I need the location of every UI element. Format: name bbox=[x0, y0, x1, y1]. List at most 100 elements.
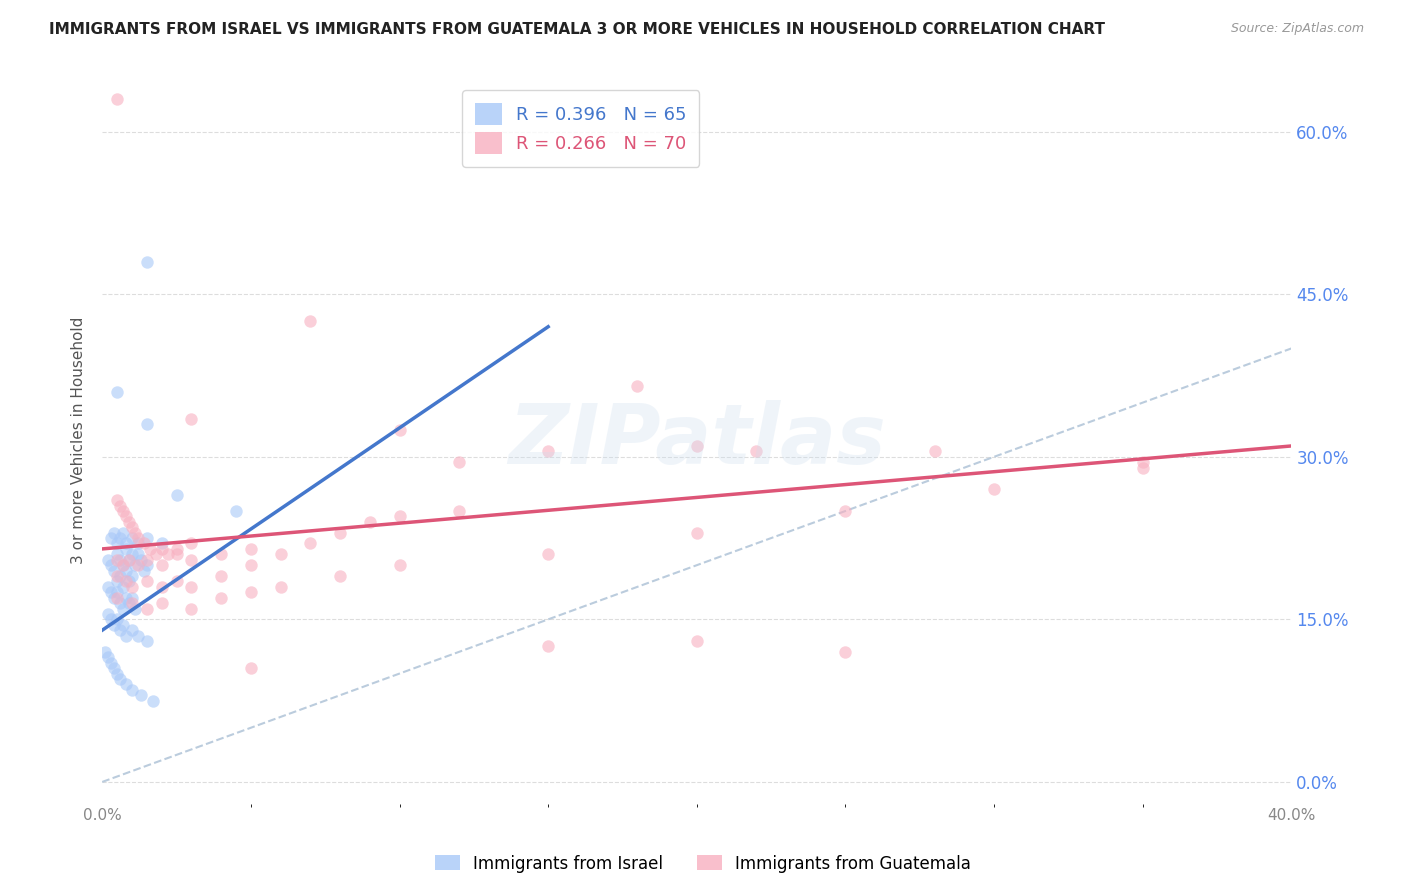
Point bbox=[121, 596, 143, 610]
Point bbox=[105, 666, 128, 681]
Point bbox=[142, 693, 165, 707]
Point bbox=[115, 591, 138, 605]
Point bbox=[108, 596, 131, 610]
Point bbox=[270, 547, 292, 561]
Point bbox=[745, 444, 768, 458]
Point bbox=[105, 569, 128, 583]
Point bbox=[983, 483, 1005, 497]
Point bbox=[127, 629, 149, 643]
Point bbox=[225, 504, 247, 518]
Point bbox=[388, 509, 411, 524]
Point bbox=[127, 558, 149, 573]
Point bbox=[135, 634, 157, 648]
Point bbox=[166, 574, 188, 589]
Point bbox=[97, 607, 120, 621]
Point bbox=[135, 531, 157, 545]
Point bbox=[103, 525, 125, 540]
Point bbox=[166, 488, 188, 502]
Point bbox=[115, 541, 138, 556]
Point bbox=[111, 580, 134, 594]
Point bbox=[686, 634, 709, 648]
Point bbox=[359, 515, 381, 529]
Y-axis label: 3 or more Vehicles in Household: 3 or more Vehicles in Household bbox=[72, 317, 86, 565]
Point bbox=[121, 569, 143, 583]
Point bbox=[388, 558, 411, 573]
Legend: Immigrants from Israel, Immigrants from Guatemala: Immigrants from Israel, Immigrants from … bbox=[429, 848, 977, 880]
Point bbox=[108, 624, 131, 638]
Point bbox=[115, 564, 138, 578]
Point bbox=[537, 444, 560, 458]
Point bbox=[111, 558, 134, 573]
Point bbox=[105, 585, 128, 599]
Point bbox=[121, 580, 143, 594]
Point bbox=[145, 547, 167, 561]
Point bbox=[100, 656, 122, 670]
Point bbox=[239, 541, 262, 556]
Point bbox=[111, 617, 134, 632]
Point bbox=[97, 650, 120, 665]
Point bbox=[239, 558, 262, 573]
Point bbox=[166, 547, 188, 561]
Point bbox=[115, 574, 138, 589]
Point bbox=[180, 536, 202, 550]
Point bbox=[1132, 455, 1154, 469]
Point bbox=[121, 624, 143, 638]
Point bbox=[150, 596, 173, 610]
Point bbox=[103, 661, 125, 675]
Point bbox=[834, 645, 856, 659]
Point bbox=[97, 580, 120, 594]
Point bbox=[299, 536, 322, 550]
Point bbox=[124, 601, 146, 615]
Point bbox=[135, 417, 157, 432]
Point bbox=[115, 629, 138, 643]
Point bbox=[124, 525, 146, 540]
Point bbox=[209, 569, 232, 583]
Point bbox=[105, 493, 128, 508]
Point bbox=[115, 509, 138, 524]
Point bbox=[118, 574, 141, 589]
Point bbox=[118, 596, 141, 610]
Point bbox=[111, 601, 134, 615]
Point bbox=[118, 553, 141, 567]
Point bbox=[447, 504, 470, 518]
Point bbox=[105, 536, 128, 550]
Point bbox=[127, 536, 149, 550]
Point bbox=[115, 536, 138, 550]
Point bbox=[111, 558, 134, 573]
Point bbox=[132, 536, 155, 550]
Point bbox=[103, 564, 125, 578]
Point bbox=[150, 580, 173, 594]
Point bbox=[108, 531, 131, 545]
Point bbox=[537, 547, 560, 561]
Point bbox=[139, 541, 162, 556]
Point bbox=[626, 379, 648, 393]
Point bbox=[115, 677, 138, 691]
Point bbox=[150, 541, 173, 556]
Point bbox=[209, 547, 232, 561]
Point bbox=[108, 672, 131, 686]
Point bbox=[100, 531, 122, 545]
Point bbox=[103, 591, 125, 605]
Point bbox=[129, 688, 152, 702]
Point bbox=[124, 558, 146, 573]
Legend: R = 0.396   N = 65, R = 0.266   N = 70: R = 0.396 N = 65, R = 0.266 N = 70 bbox=[463, 90, 699, 167]
Point bbox=[135, 574, 157, 589]
Point bbox=[537, 640, 560, 654]
Point bbox=[121, 591, 143, 605]
Point bbox=[111, 504, 134, 518]
Point bbox=[105, 384, 128, 399]
Point bbox=[111, 525, 134, 540]
Point bbox=[118, 553, 141, 567]
Point bbox=[108, 553, 131, 567]
Point bbox=[270, 580, 292, 594]
Point bbox=[447, 455, 470, 469]
Point bbox=[299, 314, 322, 328]
Point bbox=[156, 547, 179, 561]
Point bbox=[686, 439, 709, 453]
Point bbox=[209, 591, 232, 605]
Point bbox=[97, 553, 120, 567]
Point bbox=[105, 553, 128, 567]
Point bbox=[127, 531, 149, 545]
Point bbox=[150, 536, 173, 550]
Point bbox=[132, 564, 155, 578]
